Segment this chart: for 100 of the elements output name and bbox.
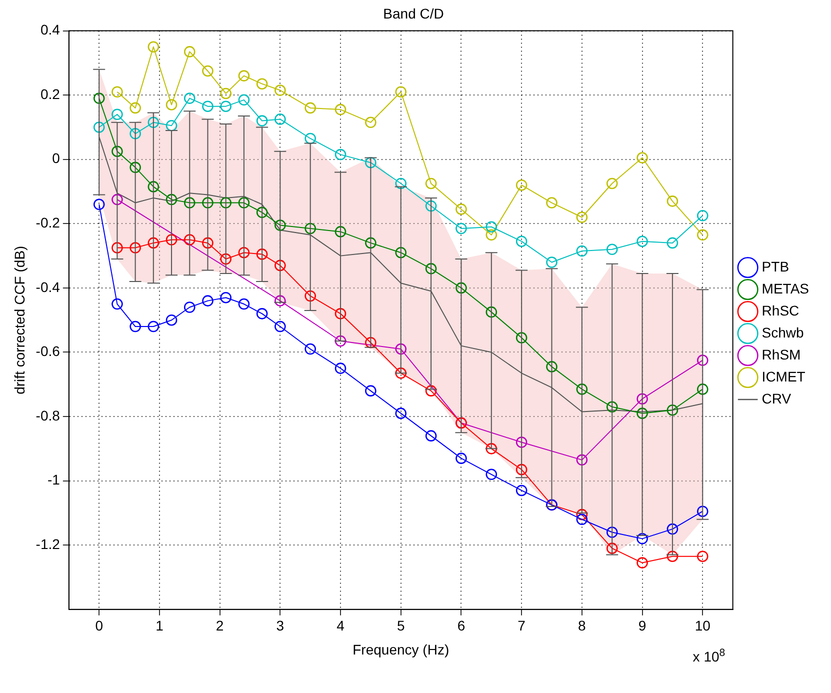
point: [274, 84, 286, 96]
point: [666, 237, 678, 249]
point: [148, 116, 160, 128]
point: [425, 385, 437, 396]
point: [456, 204, 467, 215]
x-tick-label: 10: [694, 618, 711, 634]
point: [365, 156, 376, 168]
x-tick-label: 0: [95, 618, 104, 634]
point: [166, 194, 178, 206]
point: [696, 354, 708, 366]
y-tick-label: -0.8: [36, 407, 60, 424]
point: [220, 253, 232, 265]
point: [666, 550, 678, 562]
y-tick-label: -1.2: [36, 536, 60, 552]
point: [202, 65, 214, 77]
y-tick-label: -1: [47, 472, 60, 488]
point: [334, 335, 346, 347]
point: [130, 102, 141, 114]
point: [395, 343, 407, 355]
point: [166, 99, 178, 110]
point: [148, 181, 160, 192]
point: [486, 443, 498, 454]
point: [576, 245, 588, 257]
x-axis-title: Frequency (Hz): [352, 641, 450, 658]
point: [334, 226, 346, 238]
x-tick-label: 5: [396, 618, 405, 634]
point: [202, 197, 214, 208]
point: [696, 229, 708, 241]
point: [576, 212, 588, 223]
point: [425, 430, 437, 442]
point: [606, 542, 618, 554]
point: [238, 94, 250, 106]
x-tick-label: 2: [216, 618, 224, 634]
point: [395, 408, 407, 419]
x-tick-label: 7: [518, 618, 526, 634]
point: [456, 452, 467, 464]
point: [365, 385, 376, 396]
point: [636, 236, 648, 247]
point: [166, 120, 178, 132]
point: [636, 557, 648, 568]
point: [166, 234, 178, 246]
point: [395, 86, 407, 98]
point: [112, 194, 123, 206]
point: [666, 523, 678, 535]
point: [238, 246, 250, 258]
point: [486, 306, 498, 318]
point: [516, 236, 528, 247]
point: [365, 116, 376, 128]
legend-label: RhSC: [762, 302, 800, 318]
point: [696, 384, 708, 395]
point: [220, 292, 232, 304]
point: [130, 128, 141, 140]
point: [256, 248, 268, 260]
point: [202, 295, 214, 306]
point: [425, 200, 437, 212]
point: [93, 92, 105, 104]
point: [696, 506, 708, 518]
point: [93, 198, 105, 210]
point: [456, 282, 467, 294]
point: [456, 222, 467, 234]
point: [365, 336, 376, 348]
point: [112, 146, 123, 157]
point: [334, 104, 346, 116]
x-tick-label: 6: [457, 618, 466, 634]
point: [148, 320, 160, 332]
x-tick-label: 9: [638, 618, 646, 634]
point: [696, 210, 708, 222]
point: [395, 178, 407, 190]
point: [130, 162, 141, 174]
point: [636, 152, 648, 164]
point: [576, 514, 588, 526]
point: [202, 237, 214, 249]
point: [516, 464, 528, 476]
y-tick-label: 0.2: [40, 86, 60, 102]
point: [274, 114, 286, 125]
point: [93, 122, 105, 133]
point: [516, 436, 528, 448]
point: [256, 78, 268, 90]
legend-label: Schwb: [762, 324, 804, 340]
x-tick-label: 8: [578, 618, 586, 634]
point: [304, 290, 316, 302]
point: [148, 41, 160, 53]
point: [516, 484, 528, 496]
point: [576, 384, 588, 395]
point: [546, 256, 558, 268]
point: [274, 260, 286, 272]
point: [334, 308, 346, 320]
point: [666, 196, 678, 207]
point: [256, 115, 268, 126]
legend-label: METAS: [762, 280, 810, 296]
point: [304, 102, 316, 114]
x-tick-label: 3: [276, 618, 284, 634]
point: [395, 246, 407, 258]
point: [546, 197, 558, 208]
point: [238, 70, 250, 82]
point: [334, 148, 346, 160]
point: [112, 242, 123, 254]
point: [516, 179, 528, 191]
point: [220, 88, 232, 100]
point: [304, 222, 316, 234]
